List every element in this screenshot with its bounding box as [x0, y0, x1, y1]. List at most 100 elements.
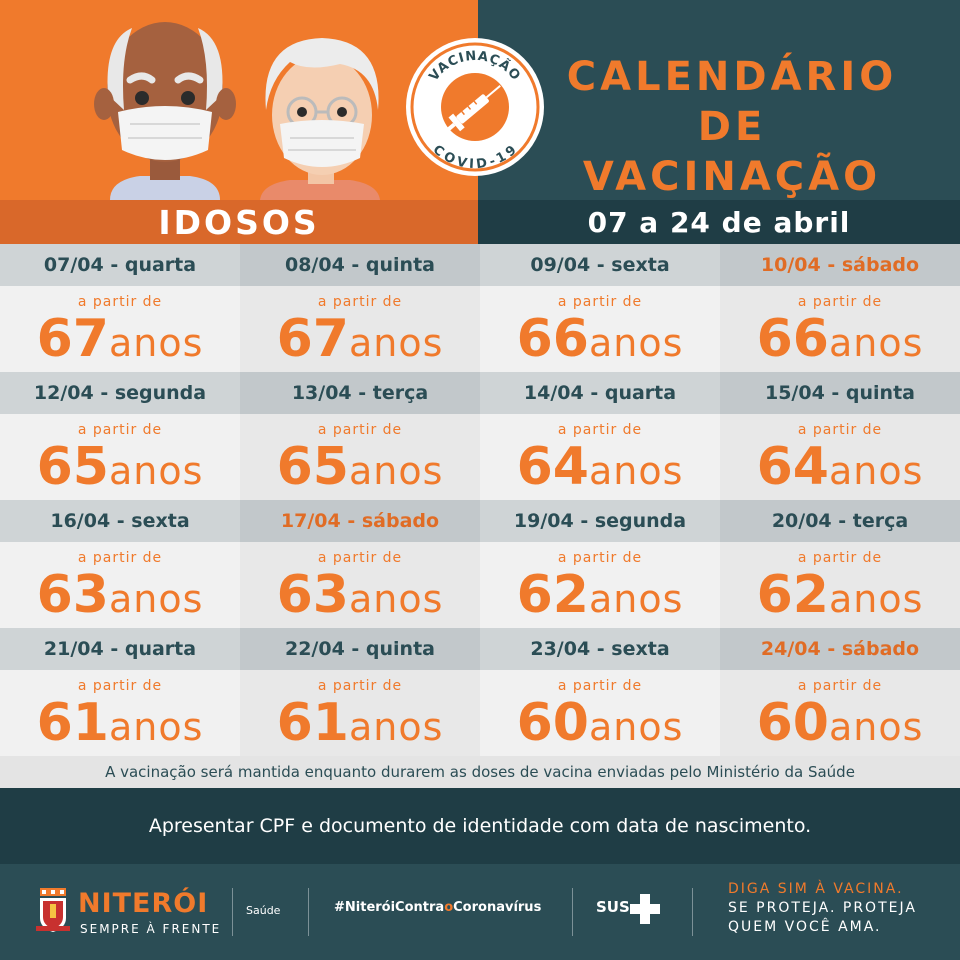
day-label: 22/04 - quinta — [240, 628, 480, 670]
minimum-age: 64anos — [480, 440, 720, 506]
requirement-banner: Apresentar CPF e documento de identidade… — [0, 788, 960, 864]
header-left-panel — [0, 0, 478, 200]
calendar-grid: 07/04 - quarta 08/04 - quinta 09/04 - sext… — [0, 244, 960, 756]
age-cell: a partir de 62anos — [720, 542, 960, 628]
age-number: 67 — [276, 309, 349, 369]
age-number: 66 — [516, 309, 589, 369]
hashtag-part-1: #NiteróiContra — [334, 900, 445, 915]
day-label: 23/04 - sexta — [480, 628, 720, 670]
slogan-line-1: DIGA SIM À VACINA. — [728, 881, 904, 897]
day-label: 24/04 - sábado — [720, 628, 960, 670]
from-age-prefix: a partir de — [317, 422, 403, 438]
age-cell: a partir de 66anos — [480, 286, 720, 372]
day-label: 13/04 - terça — [240, 372, 480, 414]
day-header-row: 21/04 - quarta 22/04 - quinta 23/04 - sext… — [0, 628, 960, 670]
elderly-man-icon — [94, 22, 236, 200]
age-unit: anos — [108, 705, 204, 749]
day-label: 08/04 - quinta — [240, 244, 480, 286]
age-unit: anos — [348, 705, 444, 749]
age-cell: a partir de 63anos — [240, 542, 480, 628]
minimum-age: 60anos — [720, 696, 960, 762]
age-number: 65 — [36, 437, 109, 497]
age-cell: a partir de 63anos — [0, 542, 240, 628]
footer-divider — [308, 888, 309, 936]
day-label: 17/04 - sábado — [240, 500, 480, 542]
city-tagline: SEMPRE À FRENTE — [80, 922, 222, 936]
city-crest-icon — [36, 888, 70, 932]
minimum-age: 67anos — [240, 312, 480, 378]
age-row: a partir de 67anos a partir de 67anos a part… — [0, 286, 960, 372]
age-unit: anos — [588, 577, 684, 621]
age-unit: anos — [108, 577, 204, 621]
minimum-age: 63anos — [240, 568, 480, 634]
age-cell: a partir de 61anos — [240, 670, 480, 756]
supply-note: A vacinação será mantida enquanto durare… — [0, 756, 960, 788]
footer-divider — [232, 888, 233, 936]
age-number: 63 — [276, 565, 349, 625]
from-age-prefix: a partir de — [77, 678, 163, 694]
day-label: 15/04 - quinta — [720, 372, 960, 414]
from-age-prefix: a partir de — [317, 550, 403, 566]
syringe-icon — [445, 85, 501, 133]
age-unit: anos — [828, 449, 924, 493]
age-unit: anos — [828, 577, 924, 621]
age-cell: a partir de 65anos — [240, 414, 480, 500]
minimum-age: 67anos — [0, 312, 240, 378]
age-cell: a partir de 64anos — [720, 414, 960, 500]
age-number: 64 — [516, 437, 589, 497]
age-row: a partir de 63anos a partir de 63anos a part… — [0, 542, 960, 628]
minimum-age: 66anos — [720, 312, 960, 378]
minimum-age: 61anos — [0, 696, 240, 762]
hashtag-part-3: Coronavírus — [453, 900, 542, 915]
age-number: 62 — [516, 565, 589, 625]
from-age-prefix: a partir de — [797, 678, 883, 694]
day-label: 19/04 - segunda — [480, 500, 720, 542]
minimum-age: 63anos — [0, 568, 240, 634]
day-label: 12/04 - segunda — [0, 372, 240, 414]
date-range-label: 07 a 24 de abril — [478, 200, 960, 244]
city-name: NITERÓI — [78, 888, 209, 919]
age-number: 65 — [276, 437, 349, 497]
age-number: 60 — [756, 693, 829, 753]
from-age-prefix: a partir de — [797, 550, 883, 566]
day-header-row: 12/04 - segunda 13/04 - terça 14/04 - quar… — [0, 372, 960, 414]
age-number: 61 — [36, 693, 109, 753]
footer: NITERÓI SEMPRE À FRENTE Saúde #NiteróiCo… — [0, 864, 960, 960]
day-header-row: 07/04 - quarta 08/04 - quinta 09/04 - sext… — [0, 244, 960, 286]
campaign-hashtag: #NiteróiContraoCoronavírus — [334, 900, 541, 915]
age-cell: a partir de 67anos — [0, 286, 240, 372]
from-age-prefix: a partir de — [77, 550, 163, 566]
page-title: CALENDÁRIO DE VACINAÇÃO — [552, 52, 912, 202]
age-unit: anos — [348, 577, 444, 621]
day-label: 09/04 - sexta — [480, 244, 720, 286]
age-cell: a partir de 60anos — [720, 670, 960, 756]
hashtag-part-2: o — [444, 900, 454, 915]
age-unit: anos — [828, 321, 924, 365]
minimum-age: 65anos — [240, 440, 480, 506]
minimum-age: 62anos — [480, 568, 720, 634]
day-label: 16/04 - sexta — [0, 500, 240, 542]
from-age-prefix: a partir de — [557, 678, 643, 694]
age-number: 63 — [36, 565, 109, 625]
age-number: 64 — [756, 437, 829, 497]
age-cell: a partir de 65anos — [0, 414, 240, 500]
minimum-age: 65anos — [0, 440, 240, 506]
footer-divider — [692, 888, 693, 936]
minimum-age: 60anos — [480, 696, 720, 762]
from-age-prefix: a partir de — [557, 550, 643, 566]
age-number: 67 — [36, 309, 109, 369]
age-row: a partir de 61anos a partir de 61anos a part… — [0, 670, 960, 756]
elderly-woman-icon — [260, 38, 380, 200]
day-label: 20/04 - terça — [720, 500, 960, 542]
age-number: 62 — [756, 565, 829, 625]
from-age-prefix: a partir de — [557, 294, 643, 310]
header-right-panel — [478, 0, 960, 200]
age-unit: anos — [588, 321, 684, 365]
from-age-prefix: a partir de — [797, 294, 883, 310]
from-age-prefix: a partir de — [557, 422, 643, 438]
age-unit: anos — [348, 449, 444, 493]
age-cell: a partir de 67anos — [240, 286, 480, 372]
from-age-prefix: a partir de — [317, 294, 403, 310]
sus-label: SUS — [596, 898, 630, 916]
from-age-prefix: a partir de — [797, 422, 883, 438]
